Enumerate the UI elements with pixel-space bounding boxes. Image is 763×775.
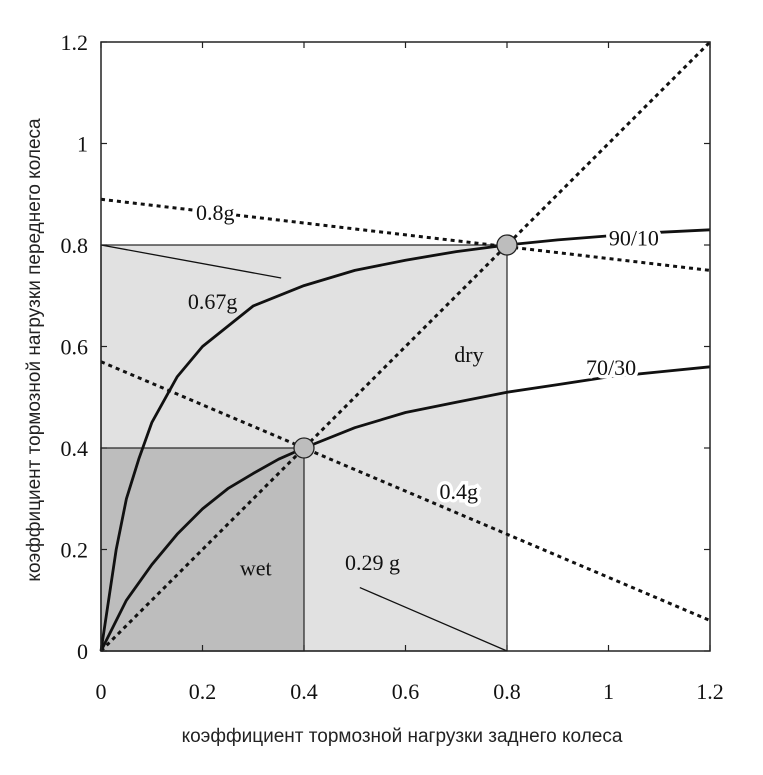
y-axis-title: коэффициент тормозной нагрузки переднего… (24, 118, 45, 582)
y-tick-label: 0 (77, 639, 88, 664)
annotations-layer: 0.8g 90/10 0.67g dry 70/30 0.4g wet 0.29 g (188, 197, 663, 581)
0.67g-leader (100, 244, 282, 279)
series-0.4g (100, 360, 711, 622)
x-tick-label: 0.6 (392, 679, 420, 704)
wet-point (293, 437, 315, 459)
y-tick-label: 1.2 (61, 30, 89, 55)
annotation-70/30: 70/30 (586, 355, 636, 380)
y-tick-label: 0.8 (61, 233, 89, 258)
annotation-0.29g: 0.29 g (345, 550, 400, 575)
regions-layer (100, 244, 508, 652)
annotation-90/10: 90/10 (609, 225, 659, 250)
annotation-wet: wet (240, 555, 272, 580)
x-tick-label: 1.2 (696, 679, 724, 704)
ticks-layer: 0 0.2 0.4 0.6 0.8 1 1.2 0 0.2 0.4 0.6 0.8 1 1.2 (61, 30, 724, 704)
series-90/10 (99, 228, 711, 652)
annotation-dry: dry (454, 342, 483, 367)
points-layer (293, 234, 518, 459)
0.29g-leader (359, 586, 508, 652)
y-tick-label: 0.2 (61, 538, 89, 563)
x-tick-label: 0.2 (189, 679, 217, 704)
series-layer (99, 40, 712, 653)
x-tick-label: 0.8 (493, 679, 521, 704)
series-0.8g (100, 197, 711, 272)
annotation-0.4g: 0.4g (440, 479, 479, 504)
x-tick-label: 1 (603, 679, 614, 704)
leaders-layer (100, 244, 508, 652)
y-tick-label: 0.4 (61, 436, 89, 461)
annotation-0.8g: 0.8g (196, 200, 235, 225)
x-axis-title: коэффициент тормозной нагрузки заднего к… (182, 726, 623, 747)
series-70/30 (99, 365, 711, 652)
x-tick-label: 0.4 (290, 679, 318, 704)
region-wet (100, 447, 305, 652)
y-tick-label: 1 (77, 132, 88, 157)
annotation-0.67g: 0.67g (188, 289, 238, 314)
y-tick-label: 0.6 (61, 335, 89, 360)
x-tick-label: 0 (96, 679, 107, 704)
dry-point (496, 234, 518, 256)
